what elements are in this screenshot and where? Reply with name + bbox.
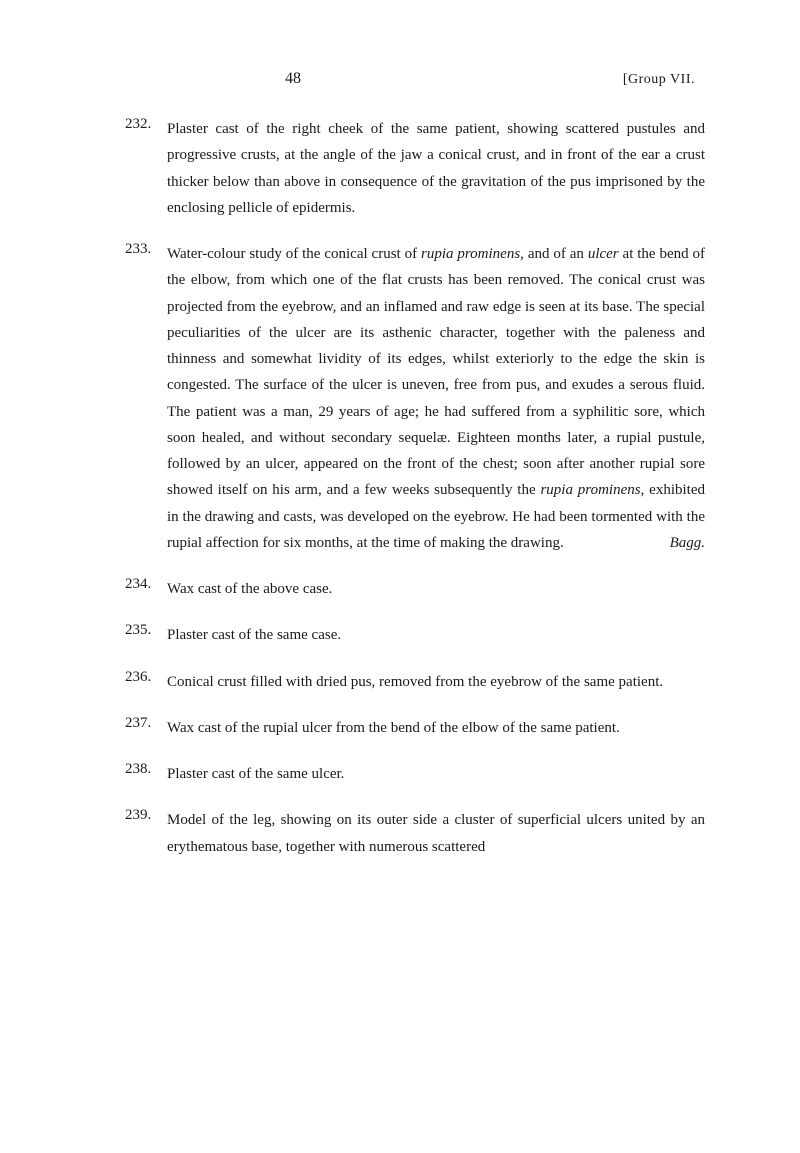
attribution: Bagg. xyxy=(670,530,705,556)
page-header: 48 [Group VII. xyxy=(125,70,705,88)
entry-number: 238. xyxy=(125,761,167,778)
entry-text: Water-colour study of the conical crust … xyxy=(167,241,705,556)
text-segment: , and of an xyxy=(520,246,588,262)
entry-text: Plaster cast of the same ulcer. xyxy=(167,761,705,787)
entry-237: 237. Wax cast of the rupial ulcer from t… xyxy=(125,715,705,741)
entry-235: 235. Plaster cast of the same case. xyxy=(125,622,705,648)
entry-238: 238. Plaster cast of the same ulcer. xyxy=(125,761,705,787)
italic-term: rupia prominens xyxy=(421,246,520,262)
entry-number: 234. xyxy=(125,576,167,593)
entry-text: Plaster cast of the same case. xyxy=(167,622,705,648)
entry-232: 232. Plaster cast of the right cheek of … xyxy=(125,116,705,221)
entry-number: 233. xyxy=(125,241,167,258)
italic-term: rupia prominens xyxy=(540,482,640,498)
entry-234: 234. Wax cast of the above case. xyxy=(125,576,705,602)
entry-233: 233. Water-colour study of the conical c… xyxy=(125,241,705,556)
text-segment: Water-colour study of the conical crust … xyxy=(167,246,421,262)
entry-number: 236. xyxy=(125,669,167,686)
entry-236: 236. Conical crust filled with dried pus… xyxy=(125,669,705,695)
entry-text: Conical crust filled with dried pus, rem… xyxy=(167,669,705,695)
italic-term: ulcer xyxy=(588,246,619,262)
entry-239: 239. Model of the leg, showing on its ou… xyxy=(125,807,705,860)
entry-number: 235. xyxy=(125,622,167,639)
group-label: [Group VII. xyxy=(623,72,695,88)
entry-text: Model of the leg, showing on its outer s… xyxy=(167,807,705,860)
entry-text: Plaster cast of the right cheek of the s… xyxy=(167,116,705,221)
entry-number: 232. xyxy=(125,116,167,133)
text-segment: at the bend of the elbow, from which one… xyxy=(167,246,705,498)
entry-number: 237. xyxy=(125,715,167,732)
page-number: 48 xyxy=(285,70,301,88)
entry-text: Wax cast of the rupial ulcer from the be… xyxy=(167,715,705,741)
entry-text: Wax cast of the above case. xyxy=(167,576,705,602)
entry-number: 239. xyxy=(125,807,167,824)
